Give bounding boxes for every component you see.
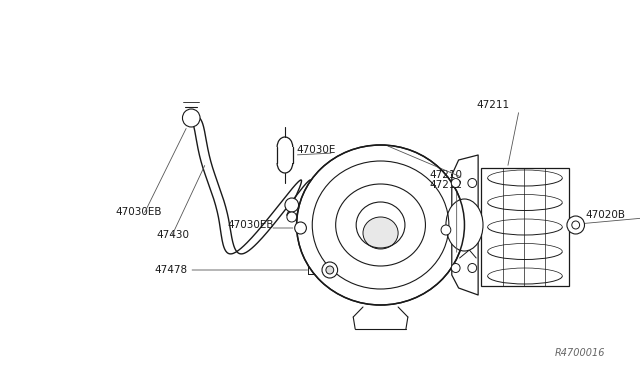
Circle shape [451,179,460,187]
Circle shape [322,262,338,278]
Circle shape [294,222,307,234]
Circle shape [182,109,200,127]
Text: 47030EB: 47030EB [227,220,274,230]
Text: 47430: 47430 [156,230,189,240]
Ellipse shape [363,217,398,249]
Circle shape [567,216,584,234]
Ellipse shape [296,145,465,305]
Circle shape [287,212,296,222]
Bar [481,168,569,286]
Circle shape [441,225,451,235]
Text: 47030E: 47030E [296,145,336,155]
Text: R4700016: R4700016 [554,348,605,358]
Circle shape [285,198,299,212]
Text: 47211: 47211 [476,100,509,110]
Text: 47210: 47210 [429,170,462,180]
Text: 47020B: 47020B [586,210,625,220]
Ellipse shape [446,199,483,251]
Circle shape [468,179,477,187]
Circle shape [468,263,477,273]
Circle shape [572,221,580,229]
Circle shape [451,263,460,273]
Text: 47478: 47478 [154,265,188,275]
Text: 47030EB: 47030EB [115,207,162,217]
Text: 47212: 47212 [429,180,463,190]
Circle shape [326,266,333,274]
